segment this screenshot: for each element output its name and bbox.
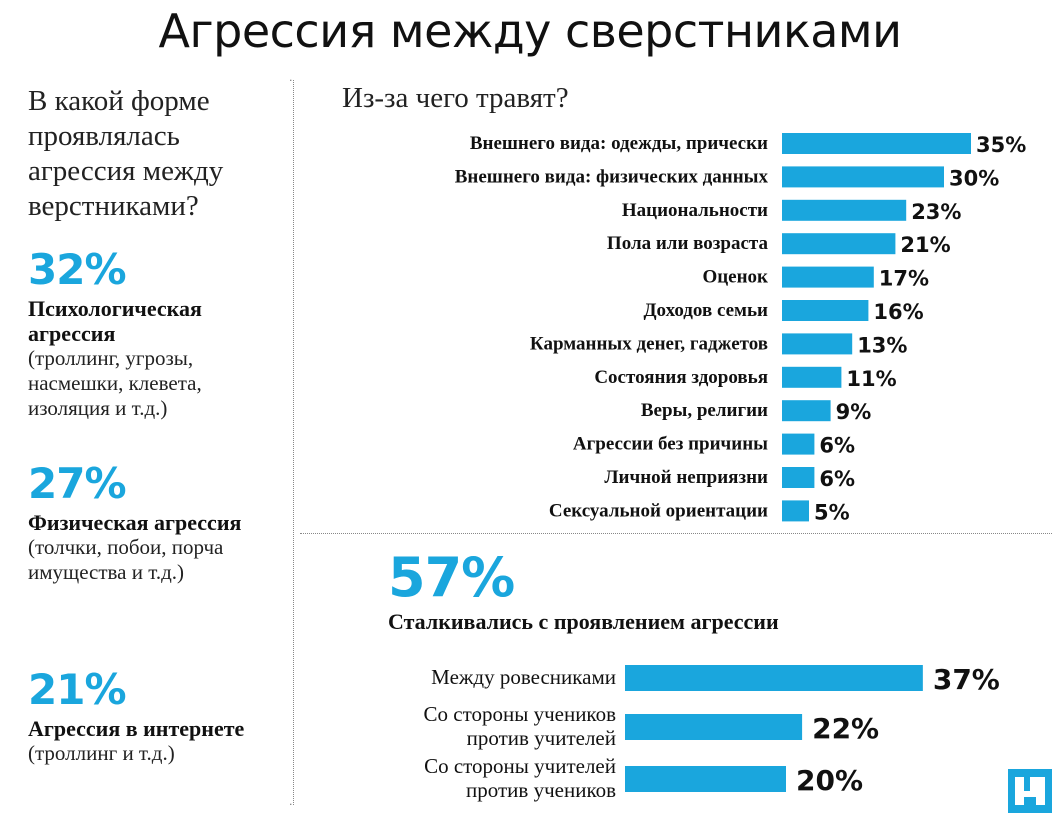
value-label: 17%: [879, 267, 929, 291]
value-label: 30%: [949, 166, 999, 190]
value-label: 23%: [911, 200, 961, 224]
stat-description: (троллинг и т.д.): [28, 741, 175, 765]
bar: [782, 233, 896, 255]
vertical-divider: [293, 80, 294, 805]
stat-psychological: 32% Психологическая агрессия (троллинг, …: [28, 248, 288, 421]
value-label: 11%: [846, 367, 896, 391]
reasons-chart-title: Из-за чего травят?: [342, 82, 569, 114]
category-label: Со стороны учителей против учеников: [424, 754, 616, 802]
bar: [625, 665, 923, 691]
category-label-line: против учеников: [466, 778, 616, 802]
category-label: Со стороны учеников против учителей: [424, 702, 617, 750]
value-label: 35%: [976, 133, 1026, 157]
value-label: 6%: [819, 467, 855, 491]
bar: [782, 199, 907, 221]
category-label: Оценок: [702, 267, 768, 288]
stat-description: (толчки, побои, порча имущества и т.д.): [28, 535, 224, 584]
category-label: Пола или возраста: [607, 233, 769, 254]
bar: [782, 500, 809, 522]
category-label: Агрессии без причины: [573, 434, 768, 455]
logo-icon: [1008, 769, 1052, 813]
bar: [782, 433, 815, 455]
category-label: Внешнего вида: физических данных: [455, 166, 769, 187]
bar: [625, 766, 786, 792]
category-label: Национальности: [622, 200, 768, 221]
horizontal-divider: [300, 533, 1052, 534]
value-label: 13%: [857, 333, 907, 357]
category-label: Карманных денег, гаджетов: [530, 333, 768, 354]
category-label-line: Со стороны учеников: [424, 702, 617, 726]
page-title: Агрессия между сверстниками: [158, 4, 902, 58]
reasons-bar-chart: Внешнего вида: одежды, прически 35% Внешне…: [455, 133, 1026, 524]
stat-name: Агрессия в интернете: [28, 716, 245, 741]
category-label-line: Между ровесниками: [431, 665, 616, 689]
category-label-line: Со стороны учителей: [424, 754, 616, 778]
stat-internet: 21% Агрессия в интернете (троллинг и т.д…: [28, 668, 288, 766]
bar: [782, 166, 944, 188]
value-label: 21%: [900, 233, 950, 257]
category-label: Между ровесниками: [431, 665, 616, 689]
bar: [782, 133, 971, 154]
bar: [782, 400, 831, 422]
bar: [782, 366, 842, 388]
value-label: 16%: [873, 300, 923, 324]
bar: [782, 300, 869, 321]
stat-physical: 27% Физическая агрессия (толчки, побои, …: [28, 462, 288, 585]
divider-cap-bottom: ·: [289, 798, 293, 811]
stat-name: Физическая агрессия: [28, 510, 242, 535]
category-label: Доходов семьи: [643, 300, 768, 321]
encountered-value: 57%: [388, 546, 515, 609]
bar: [625, 714, 803, 740]
category-label: Состояния здоровья: [594, 367, 768, 388]
category-label-line: против учителей: [467, 726, 616, 750]
divider-cap-top: ·: [289, 74, 293, 87]
value-label: 9%: [836, 400, 872, 424]
bar: [782, 266, 874, 288]
stat-value: 32%: [28, 245, 127, 294]
bar: [782, 333, 853, 355]
value-label: 6%: [819, 434, 855, 458]
stat-description: (троллинг, угрозы, насмешки, клевета, из…: [28, 346, 202, 420]
category-label: Сексуальной ориентации: [549, 500, 768, 521]
stat-value: 27%: [28, 459, 127, 508]
category-label: Веры, религии: [641, 400, 768, 421]
value-label: 22%: [812, 712, 879, 745]
stat-name: Психологическая агрессия: [28, 296, 202, 346]
value-label: 37%: [933, 663, 1000, 696]
stat-value: 21%: [28, 665, 127, 714]
value-label: 5%: [814, 500, 850, 524]
encountered-caption: Сталкивались с проявлением агрессии: [388, 609, 779, 634]
category-label: Внешнего вида: одежды, прически: [470, 133, 768, 154]
contexts-bar-chart: Между ровесниками 37%Со стороны учеников п…: [424, 663, 1000, 802]
forms-question: В какой форме проявлялась агрессия между…: [28, 85, 224, 222]
bar: [782, 467, 815, 488]
category-label: Личной неприязни: [604, 467, 768, 488]
value-label: 20%: [796, 764, 863, 797]
